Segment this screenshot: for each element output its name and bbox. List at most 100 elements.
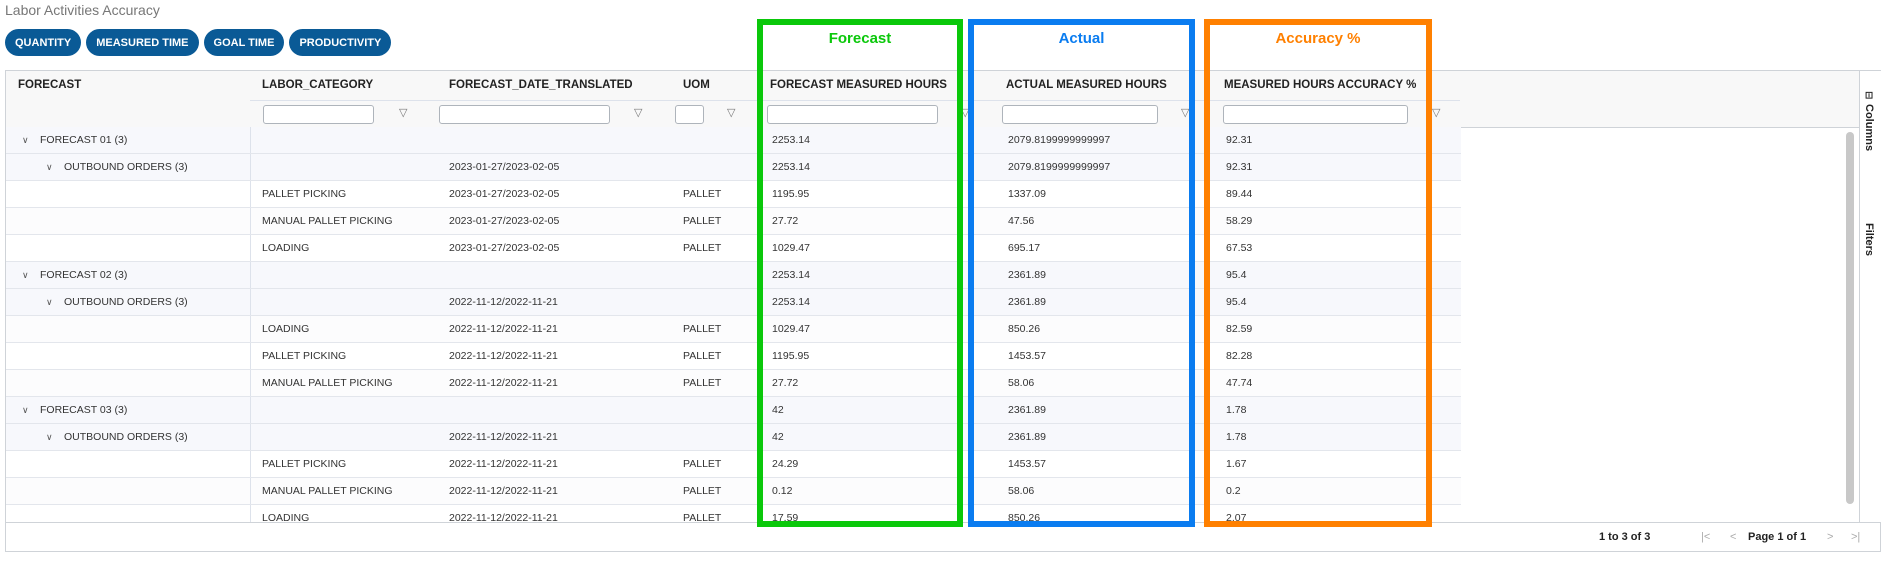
table-row[interactable]: PALLET PICKING 2023-01-27/2023-02-05 PALLE… (6, 181, 1461, 208)
group-row-forecast[interactable]: ∨ FORECAST 01 (3) 2253.14 2079.819999999999… (6, 127, 1461, 154)
filter-input-measured-hours-accuracy[interactable] (1223, 105, 1408, 124)
cell-actual-measured-hours: 2361.89 (1008, 397, 1212, 423)
cell-text: LOADING (262, 323, 310, 335)
cell-actual-measured-hours: 47.56 (1008, 208, 1212, 234)
cell-forecast-measured-hours: 1195.95 (772, 181, 994, 207)
quantity-button[interactable]: QUANTITY (5, 29, 82, 56)
cell-labor-category (262, 289, 437, 315)
cell-actual-measured-hours: 1453.57 (1008, 451, 1212, 477)
column-header-labor-category[interactable]: LABOR_CATEGORY (262, 79, 374, 91)
previous-page-icon[interactable]: < (1730, 531, 1737, 543)
cell-forecast: ∨ FORECAST 02 (3) (22, 262, 250, 288)
chevron-down-icon[interactable]: ∨ (22, 405, 29, 415)
cell-forecast-date (449, 127, 671, 153)
table-row[interactable]: PALLET PICKING 2022-11-12/2022-11-21 PALLE… (6, 451, 1461, 478)
productivity-button[interactable]: PRODUCTIVITY (289, 29, 392, 56)
cell-text: 2023-01-27/2023-02-05 (449, 242, 560, 254)
group-row-forecast[interactable]: ∨ FORECAST 03 (3) 42 2361.89 1.78 (6, 397, 1461, 424)
table-row[interactable]: LOADING 2022-11-12/2022-11-21 PALLET 17.59 8… (6, 505, 1461, 522)
column-divider (250, 289, 251, 315)
column-header-forecast-date[interactable]: FORECAST_DATE_TRANSLATED (449, 79, 633, 91)
chevron-down-icon[interactable]: ∨ (22, 270, 29, 280)
group-row-forecast[interactable]: ∨ FORECAST 02 (3) 2253.14 2361.89 95.4 (6, 262, 1461, 289)
cell-text: 92.31 (1226, 161, 1253, 173)
chevron-down-icon[interactable]: ∨ (22, 135, 29, 145)
column-header-measured-hours-accuracy[interactable]: MEASURED HOURS ACCURACY % (1224, 79, 1417, 91)
filter-funnel-icon[interactable]: ▽ (399, 107, 408, 119)
cell-measured-hours-accuracy: 1.78 (1226, 424, 1460, 450)
filter-input-labor-category[interactable] (263, 105, 374, 124)
cell-forecast-date: 2023-01-27/2023-02-05 (449, 181, 671, 207)
filter-funnel-icon[interactable]: ▽ (961, 107, 970, 119)
cell-uom (683, 424, 758, 450)
chevron-down-icon[interactable]: ∨ (46, 432, 53, 442)
cell-measured-hours-accuracy: 0.2 (1226, 478, 1460, 504)
filter-input-forecast-measured-hours[interactable] (767, 105, 938, 124)
table-row[interactable]: LOADING 2022-11-12/2022-11-21 PALLET 1029.4… (6, 316, 1461, 343)
cell-forecast-date: 2022-11-12/2022-11-21 (449, 289, 671, 315)
cell-text: 2022-11-12/2022-11-21 (449, 485, 558, 497)
table-row[interactable]: PALLET PICKING 2022-11-12/2022-11-21 PALLE… (6, 343, 1461, 370)
grid-body: ∨ FORECAST 01 (3) 2253.14 2079.819999999999… (6, 127, 1466, 522)
column-header-forecast[interactable]: FORECAST (18, 79, 82, 91)
group-row-category[interactable]: ∨ OUTBOUND ORDERS (3) 2022-11-12/2022-11-2… (6, 424, 1461, 451)
goal-time-button[interactable]: GOAL TIME (203, 29, 285, 56)
cell-measured-hours-accuracy: 67.53 (1226, 235, 1460, 261)
cell-forecast-measured-hours: 2253.14 (772, 154, 994, 180)
chevron-down-icon[interactable]: ∨ (46, 162, 53, 172)
filter-funnel-icon[interactable]: ▽ (634, 107, 643, 119)
cell-text: 47.74 (1226, 377, 1253, 389)
vertical-scrollbar[interactable] (1846, 132, 1854, 504)
chevron-down-icon[interactable]: ∨ (46, 297, 53, 307)
cell-labor-category: MANUAL PALLET PICKING (262, 208, 437, 234)
cell-uom (683, 397, 758, 423)
column-divider (250, 127, 251, 153)
measured-time-button[interactable]: MEASURED TIME (86, 29, 199, 56)
cell-text: FORECAST 01 (3) (40, 134, 128, 146)
cell-labor-category (262, 424, 437, 450)
filter-input-actual-measured-hours[interactable] (1002, 105, 1158, 124)
cell-text: PALLET (683, 215, 722, 227)
cell-forecast-measured-hours: 1029.47 (772, 235, 994, 261)
cell-text: PALLET (683, 242, 722, 254)
column-header-uom[interactable]: UOM (683, 79, 710, 91)
cell-text: 58.06 (1008, 377, 1035, 389)
cell-actual-measured-hours: 2361.89 (1008, 262, 1212, 288)
next-page-icon[interactable]: > (1827, 531, 1834, 543)
first-page-icon[interactable]: |< (1701, 531, 1711, 543)
filters-tab[interactable]: Filters (1863, 223, 1875, 257)
header-divider (994, 100, 1212, 101)
filter-input-uom[interactable] (675, 105, 704, 124)
cell-forecast-date: 2022-11-12/2022-11-21 (449, 424, 671, 450)
group-row-category[interactable]: ∨ OUTBOUND ORDERS (3) 2022-11-12/2022-11-2… (6, 289, 1461, 316)
last-page-icon[interactable]: >| (1851, 531, 1861, 543)
cell-actual-measured-hours: 58.06 (1008, 478, 1212, 504)
table-row[interactable]: MANUAL PALLET PICKING 2023-01-27/2023-02-… (6, 208, 1461, 235)
cell-actual-measured-hours: 2361.89 (1008, 289, 1212, 315)
cell-forecast-date: 2022-11-12/2022-11-21 (449, 505, 671, 522)
column-header-actual-measured-hours[interactable]: ACTUAL MEASURED HOURS (1006, 79, 1167, 91)
cell-measured-hours-accuracy: 82.28 (1226, 343, 1460, 369)
pagination-bar: 1 to 3 of 3 |< < Page 1 of 1 > >| (6, 522, 1880, 552)
column-header-forecast-measured-hours[interactable]: FORECAST MEASURED HOURS (770, 79, 947, 91)
cell-forecast-date: 2022-11-12/2022-11-21 (449, 316, 671, 342)
group-row-category[interactable]: ∨ OUTBOUND ORDERS (3) 2023-01-27/2023-02-0… (6, 154, 1461, 181)
filter-funnel-icon[interactable]: ▽ (1432, 107, 1441, 119)
columns-tab[interactable]: Columns (1863, 104, 1875, 152)
cell-actual-measured-hours: 1453.57 (1008, 343, 1212, 369)
table-row[interactable]: LOADING 2023-01-27/2023-02-05 PALLET 1029.4… (6, 235, 1461, 262)
cell-text: 67.53 (1226, 242, 1253, 254)
cell-text: PALLET PICKING (262, 458, 347, 470)
filter-funnel-icon[interactable]: ▽ (727, 107, 736, 119)
cell-text: 2023-01-27/2023-02-05 (449, 161, 560, 173)
cell-text: 0.12 (772, 485, 793, 497)
cell-uom (683, 154, 758, 180)
filter-input-forecast-date[interactable] (439, 105, 610, 124)
table-row[interactable]: MANUAL PALLET PICKING 2022-11-12/2022-11-… (6, 478, 1461, 505)
cell-labor-category (262, 262, 437, 288)
cell-text: PALLET (683, 188, 722, 200)
cell-text: 2253.14 (772, 161, 810, 173)
table-row[interactable]: MANUAL PALLET PICKING 2022-11-12/2022-11-… (6, 370, 1461, 397)
cell-text: PALLET PICKING (262, 350, 347, 362)
filter-funnel-icon[interactable]: ▽ (1181, 107, 1190, 119)
